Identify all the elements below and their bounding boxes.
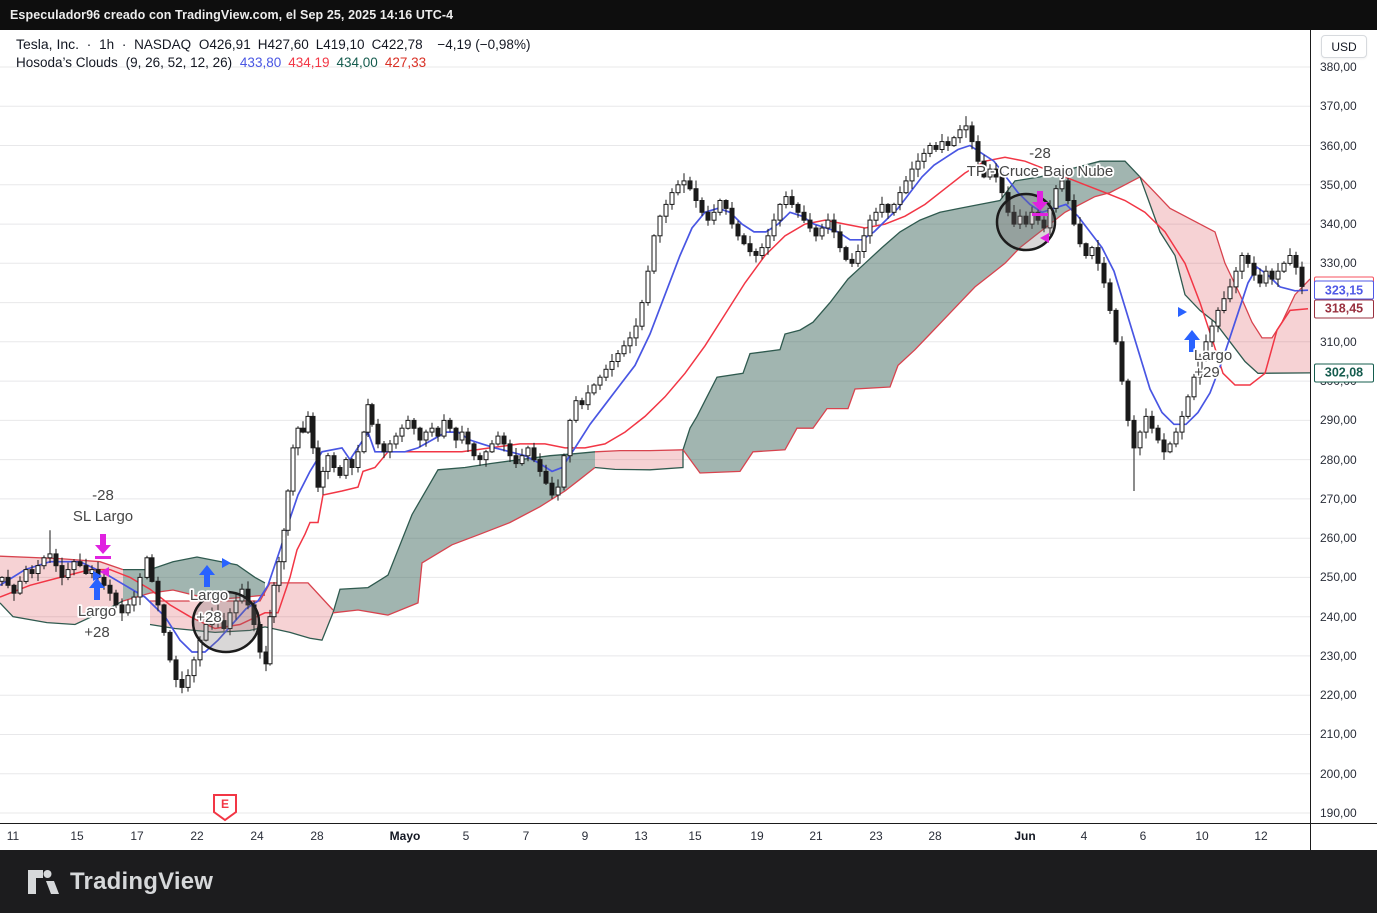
trade-triangle-marker[interactable] [1178, 307, 1187, 317]
price-axis[interactable]: USD 380,00 370,00 360,00 350,00 340,00 330,00… [1310, 30, 1377, 850]
annotation-text-6[interactable]: -28 [1027, 143, 1052, 164]
trade-triangle-marker[interactable] [222, 558, 231, 568]
price-tick: 210,00 [1320, 727, 1357, 742]
time-tick-19: 19 [750, 829, 764, 843]
time-tick-9: 9 [581, 829, 589, 843]
annotation-text-4[interactable]: Largo [188, 585, 230, 606]
chart-pane[interactable]: -28 SL Largo Largo +28 Largo +28 -28 TP - Cruce… [0, 30, 1310, 823]
footer-bar: TradingView [0, 850, 1377, 913]
time-tick-28: 28 [928, 829, 942, 843]
price-tick: 190,00 [1320, 805, 1357, 820]
annotation-text-9[interactable]: +29 [1193, 362, 1222, 383]
time-tick-28: 28 [310, 829, 324, 843]
arrow-up-marker[interactable] [89, 578, 105, 600]
arrow-up-marker[interactable] [199, 565, 215, 587]
svg-text:E: E [221, 797, 229, 811]
price-tick: 250,00 [1320, 570, 1357, 585]
time-tick-7: 7 [522, 829, 530, 843]
price-tick: 200,00 [1320, 766, 1357, 781]
annotation-text-3[interactable]: +28 [83, 622, 112, 643]
grid-layer [0, 66, 1310, 814]
tradingview-logo-icon[interactable] [27, 867, 61, 897]
attribution-text: Especulador96 creado con TradingView.com… [10, 8, 454, 22]
price-tick: 240,00 [1320, 609, 1357, 624]
price-tick: 360,00 [1320, 138, 1357, 153]
price-label-302,08: 302,08 [1314, 363, 1374, 383]
circle-annotation-0[interactable] [191, 590, 261, 654]
annotation-text-5[interactable]: +28 [195, 607, 224, 628]
time-tick-Jun: Jun [1014, 829, 1036, 843]
price-label-318,45: 318,45 [1314, 299, 1374, 319]
price-tick: 290,00 [1320, 413, 1357, 428]
time-tick-17: 17 [130, 829, 144, 843]
price-tick: 350,00 [1320, 177, 1357, 192]
plot-column: -28 SL Largo Largo +28 Largo +28 -28 TP - Cruce… [0, 30, 1310, 850]
annotation-text-8[interactable]: Largo [1192, 345, 1234, 366]
annotation-text-7[interactable]: TP - Cruce Bajo Nube [965, 161, 1115, 182]
price-tick: 230,00 [1320, 648, 1357, 663]
price-tick: 370,00 [1320, 99, 1357, 114]
time-tick-Mayo: Mayo [389, 829, 421, 843]
axis-corner-divider [1311, 823, 1377, 824]
time-tick-13: 13 [634, 829, 648, 843]
time-tick-6: 6 [1139, 829, 1147, 843]
arrow-down-marker[interactable] [1032, 191, 1048, 216]
attribution-bar: Especulador96 creado con TradingView.com… [0, 0, 1377, 30]
chart-window: -28 SL Largo Largo +28 Largo +28 -28 TP - Cruce… [0, 30, 1377, 850]
price-tick: 330,00 [1320, 256, 1357, 271]
time-tick-15: 15 [70, 829, 84, 843]
price-tick: 270,00 [1320, 491, 1357, 506]
time-tick-23: 23 [869, 829, 883, 843]
price-tick: 380,00 [1320, 60, 1357, 74]
annotation-text-2[interactable]: Largo [76, 601, 118, 622]
annotation-text-0[interactable]: -28 [90, 485, 115, 506]
ichimoku-cloud-layer [0, 160, 1310, 641]
trade-triangle-marker[interactable] [93, 571, 102, 581]
time-tick-4: 4 [1080, 829, 1088, 843]
time-tick-24: 24 [250, 829, 264, 843]
time-tick-12: 12 [1254, 829, 1268, 843]
annotation-text-1[interactable]: SL Largo [71, 506, 135, 527]
price-tick: 220,00 [1320, 688, 1357, 703]
trade-triangle-marker[interactable] [100, 567, 109, 577]
time-tick-11: 11 [6, 829, 20, 843]
price-tick: 340,00 [1320, 217, 1357, 232]
time-tick-10: 10 [1195, 829, 1209, 843]
tradingview-wordmark[interactable]: TradingView [70, 867, 214, 895]
price-tick: 280,00 [1320, 452, 1357, 467]
price-tick: 260,00 [1320, 531, 1357, 546]
arrow-down-marker[interactable] [95, 534, 111, 559]
time-tick-21: 21 [809, 829, 823, 843]
arrow-up-marker[interactable] [1184, 330, 1200, 352]
time-tick-22: 22 [190, 829, 204, 843]
trade-triangle-marker[interactable] [1040, 233, 1049, 243]
time-axis[interactable]: 11 15 17 22 24 28 Mayo 5 7 9 13 15 19 21 23 28 Jun 4 6 10 12 [0, 823, 1310, 850]
candles-layer[interactable] [0, 116, 1305, 694]
currency-button[interactable]: USD [1321, 35, 1367, 58]
price-tick: 310,00 [1320, 334, 1357, 349]
time-tick-15: 15 [688, 829, 702, 843]
time-tick-5: 5 [462, 829, 470, 843]
price-label-323,15: 323,15 [1314, 280, 1374, 300]
